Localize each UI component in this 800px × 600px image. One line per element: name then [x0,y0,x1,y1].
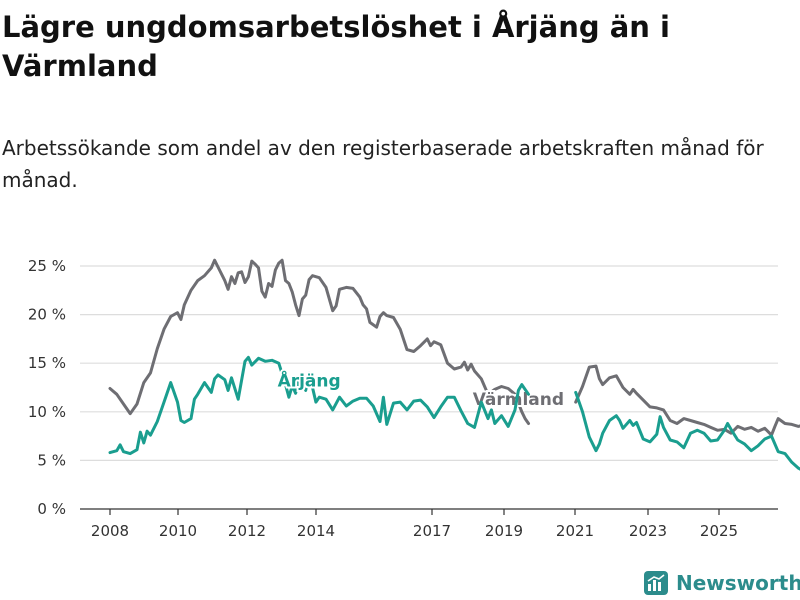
y-tick-label: 10 % [28,403,66,421]
brand-logo[interactable]: Newsworthy [644,567,800,599]
x-tick-label: 2025 [700,522,738,540]
series-line-vxrmland [574,364,800,437]
x-tick-label: 2012 [228,522,266,540]
x-tick-label: 2019 [485,522,523,540]
y-tick-label: 0 % [37,500,66,518]
brand-name: Newsworthy [676,571,800,595]
y-tick-label: 5 % [37,451,66,469]
x-tick-label: 2008 [91,522,129,540]
y-tick-label: 15 % [28,354,66,372]
x-tick-label: 2014 [297,522,335,540]
x-tick-label: 2023 [629,522,667,540]
x-tick-label: 2010 [159,522,197,540]
y-tick-label: 25 % [28,257,66,275]
chart-subtitle: Arbetssökande som andel av den registerb… [2,136,764,192]
chart-title: Lägre ungdomsarbetslöshet i Årjäng än i … [2,10,670,83]
x-tick-label: 2017 [413,522,451,540]
series-line-xrjxng [108,355,530,456]
series-line-xrjxng [574,390,800,471]
series-label: Årjäng [278,369,341,392]
y-tick-label: 20 % [28,306,66,324]
chart-logo-icon [644,571,668,595]
series-label: Värmland [473,390,564,410]
x-tick-label: 2021 [556,522,594,540]
series-line-vxrmland [108,258,530,425]
